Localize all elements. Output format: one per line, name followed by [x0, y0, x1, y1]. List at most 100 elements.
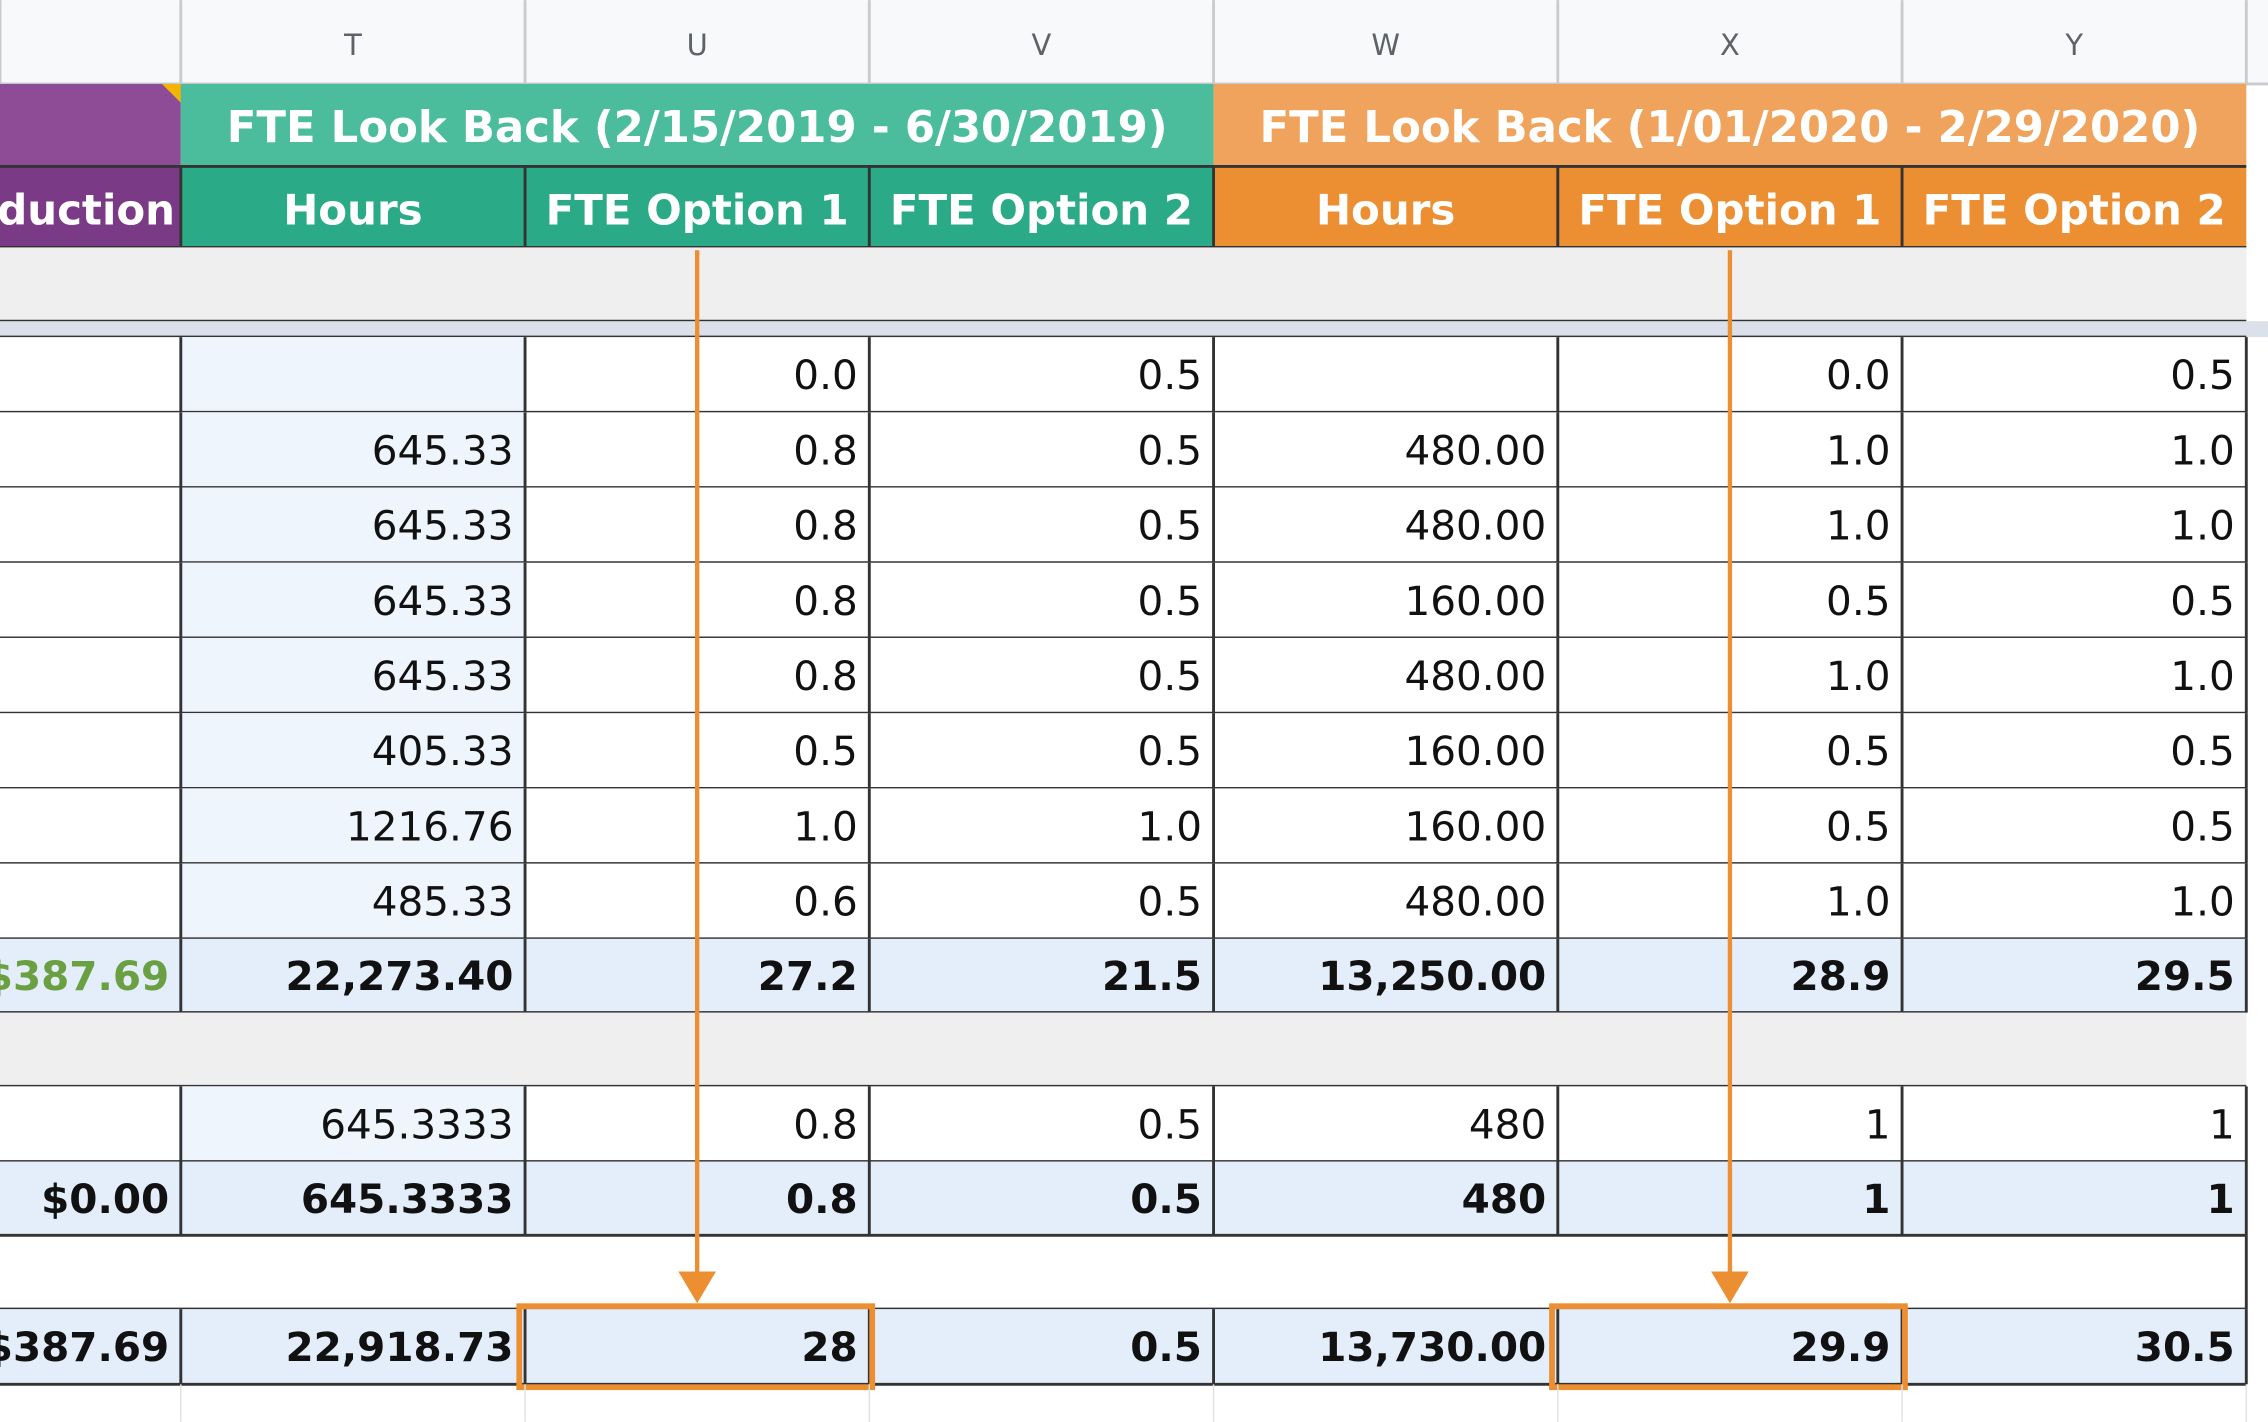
cell-value: 645.33	[372, 426, 514, 474]
row-bg	[0, 938, 2247, 1013]
cell-value: 28	[801, 1323, 857, 1371]
cell-value: 22,918.73	[285, 1323, 513, 1371]
column-title: FTE Option 1	[1578, 185, 1881, 234]
cell-value: 645.33	[372, 652, 514, 700]
column-letter: U	[687, 28, 708, 62]
cell-value: 485.33	[372, 878, 514, 926]
cell-value: 0.5	[1826, 727, 1890, 775]
cell-value: 29.9	[1791, 1323, 1891, 1371]
arrow-head	[1711, 1271, 1749, 1304]
cell-value: 0.8	[793, 1100, 857, 1148]
sub-header	[1213, 166, 2247, 248]
cell-value: 1.0	[1826, 426, 1890, 474]
cell-value: 160.00	[1405, 802, 1547, 850]
purple-cell	[0, 83, 181, 167]
cell-value: 13,730.00	[1318, 1323, 1546, 1371]
cell-value: 0.5	[1138, 426, 1202, 474]
cell-value: 0.5	[2170, 577, 2234, 625]
cell-value: 0.6	[793, 878, 857, 926]
cell-value: 160.00	[1405, 577, 1547, 625]
cell-value: 1	[1862, 1175, 1890, 1223]
cell-value: 480.00	[1405, 878, 1547, 926]
highlight-box	[1549, 1303, 1908, 1391]
row-bg	[0, 1309, 2247, 1385]
cell-value: 1.0	[2170, 502, 2234, 550]
cell-value: 1	[1865, 1100, 1891, 1148]
cell-value: 0.5	[1826, 802, 1890, 850]
gray-band	[0, 1012, 2247, 1087]
cell-value: 480.00	[1405, 502, 1547, 550]
cell-value: 0.5	[1138, 652, 1202, 700]
cell-value: 22,273.40	[285, 952, 513, 1000]
cell-value: 1.0	[2170, 878, 2234, 926]
cell-value: 0.5	[1138, 878, 1202, 926]
cell-value: 0.8	[793, 426, 857, 474]
cell-value: 480.00	[1405, 426, 1547, 474]
cell-value: 1	[2209, 1100, 2235, 1148]
cell-value: $0.00	[41, 1175, 169, 1223]
cell-value: 480	[1469, 1100, 1546, 1148]
hours-bg	[180, 562, 526, 638]
cell-value: $387.69	[0, 1323, 169, 1371]
purple-sub-cell	[0, 166, 181, 248]
cell-value: 0.5	[1138, 502, 1202, 550]
cell-value: 1.0	[1826, 652, 1890, 700]
hours-bg	[180, 788, 526, 864]
column-title: FTE Option 2	[1923, 185, 2226, 234]
cell-value: 0.5	[2170, 351, 2234, 399]
cell-value: 28.9	[1791, 952, 1891, 1000]
column-title: eduction	[0, 185, 175, 234]
cell-value: 1.0	[2170, 426, 2234, 474]
cell-value: 480.00	[1405, 652, 1547, 700]
cell-value: 0.0	[793, 351, 857, 399]
hours-bg	[180, 487, 526, 563]
cell-value: 645.3333	[320, 1100, 513, 1148]
hours-bg	[180, 337, 526, 413]
column-letter: Y	[2064, 28, 2083, 62]
cell-value: 13,250.00	[1318, 952, 1546, 1000]
gray-band	[0, 247, 2247, 322]
cell-value: 0.8	[793, 577, 857, 625]
freeze-band	[0, 321, 2268, 338]
cell-value: 405.33	[372, 727, 514, 775]
cell-value: 29.5	[2135, 952, 2235, 1000]
column-header-bar	[0, 0, 2268, 84]
cell-value: 0.8	[793, 652, 857, 700]
column-letter: W	[1371, 28, 1400, 62]
column-letter: X	[1720, 28, 1740, 62]
cell-value: 0.5	[2170, 727, 2234, 775]
cell-value: 0.8	[786, 1175, 858, 1223]
cell-value: 27.2	[758, 952, 858, 1000]
cell-value: 0.5	[1138, 351, 1202, 399]
group-header	[180, 83, 1214, 167]
comment-marker	[162, 83, 181, 103]
arrow-head	[678, 1271, 716, 1304]
cell-value: 1	[2207, 1175, 2235, 1223]
cell-value: 0.0	[1826, 351, 1890, 399]
cell-value: $387.69	[0, 952, 169, 1000]
hours-bg	[180, 713, 526, 789]
cell-value: 1.0	[1826, 878, 1890, 926]
cell-value: 0.8	[793, 502, 857, 550]
cell-value: 645.33	[372, 577, 514, 625]
cell-value: 1.0	[1138, 802, 1202, 850]
cell-value: 0.5	[2170, 802, 2234, 850]
cell-value: 0.5	[1130, 1175, 1202, 1223]
cell-value: 1.0	[2170, 652, 2234, 700]
cell-value: 0.5	[793, 727, 857, 775]
group-title: FTE Look Back (1/01/2020 - 2/29/2020)	[1259, 103, 2200, 153]
column-title: FTE Option 2	[890, 185, 1193, 234]
highlight-box	[516, 1303, 876, 1391]
cell-value: 645.33	[372, 502, 514, 550]
cell-value: 1.0	[793, 802, 857, 850]
cell-value: 160.00	[1405, 727, 1547, 775]
cell-value: 645.3333	[301, 1175, 514, 1223]
column-letter: T	[343, 28, 362, 62]
group-header	[1213, 83, 2247, 167]
hours-bg	[180, 1086, 526, 1162]
cell-value: 0.5	[1138, 1100, 1202, 1148]
cell-value: 480	[1462, 1175, 1547, 1223]
cell-value: 0.5	[1130, 1323, 1202, 1371]
